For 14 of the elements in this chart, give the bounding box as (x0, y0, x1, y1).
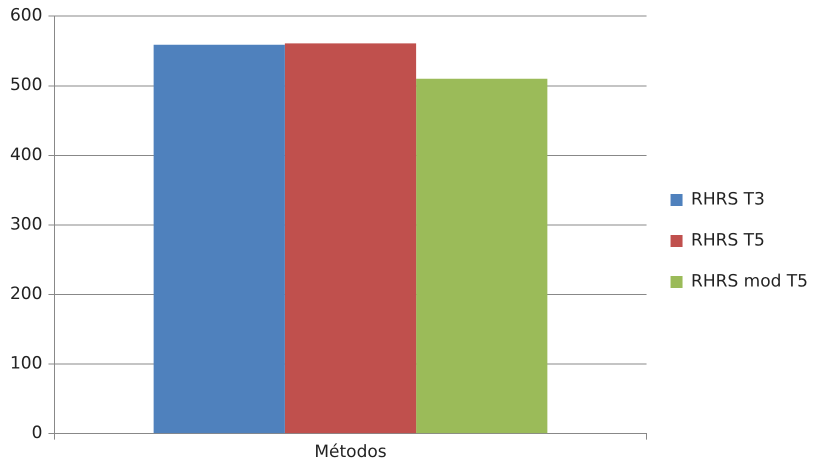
x-tick-label: Métodos (314, 442, 387, 462)
legend-label: RHRS mod T5 (691, 271, 808, 292)
bar (284, 43, 416, 434)
y-tick-label: 200 (10, 284, 42, 304)
y-tick-label: 500 (10, 75, 42, 96)
bar (154, 44, 285, 434)
bar (416, 78, 548, 434)
legend-label: RHRS T5 (691, 230, 765, 250)
y-tick-label: 400 (10, 144, 42, 165)
y-tick-label: 300 (10, 214, 42, 234)
y-tick-label: 600 (10, 6, 42, 26)
y-tick-label: 0 (32, 423, 42, 444)
legend-label: RHRS T3 (691, 189, 765, 210)
y-tick-label: 100 (10, 353, 42, 374)
